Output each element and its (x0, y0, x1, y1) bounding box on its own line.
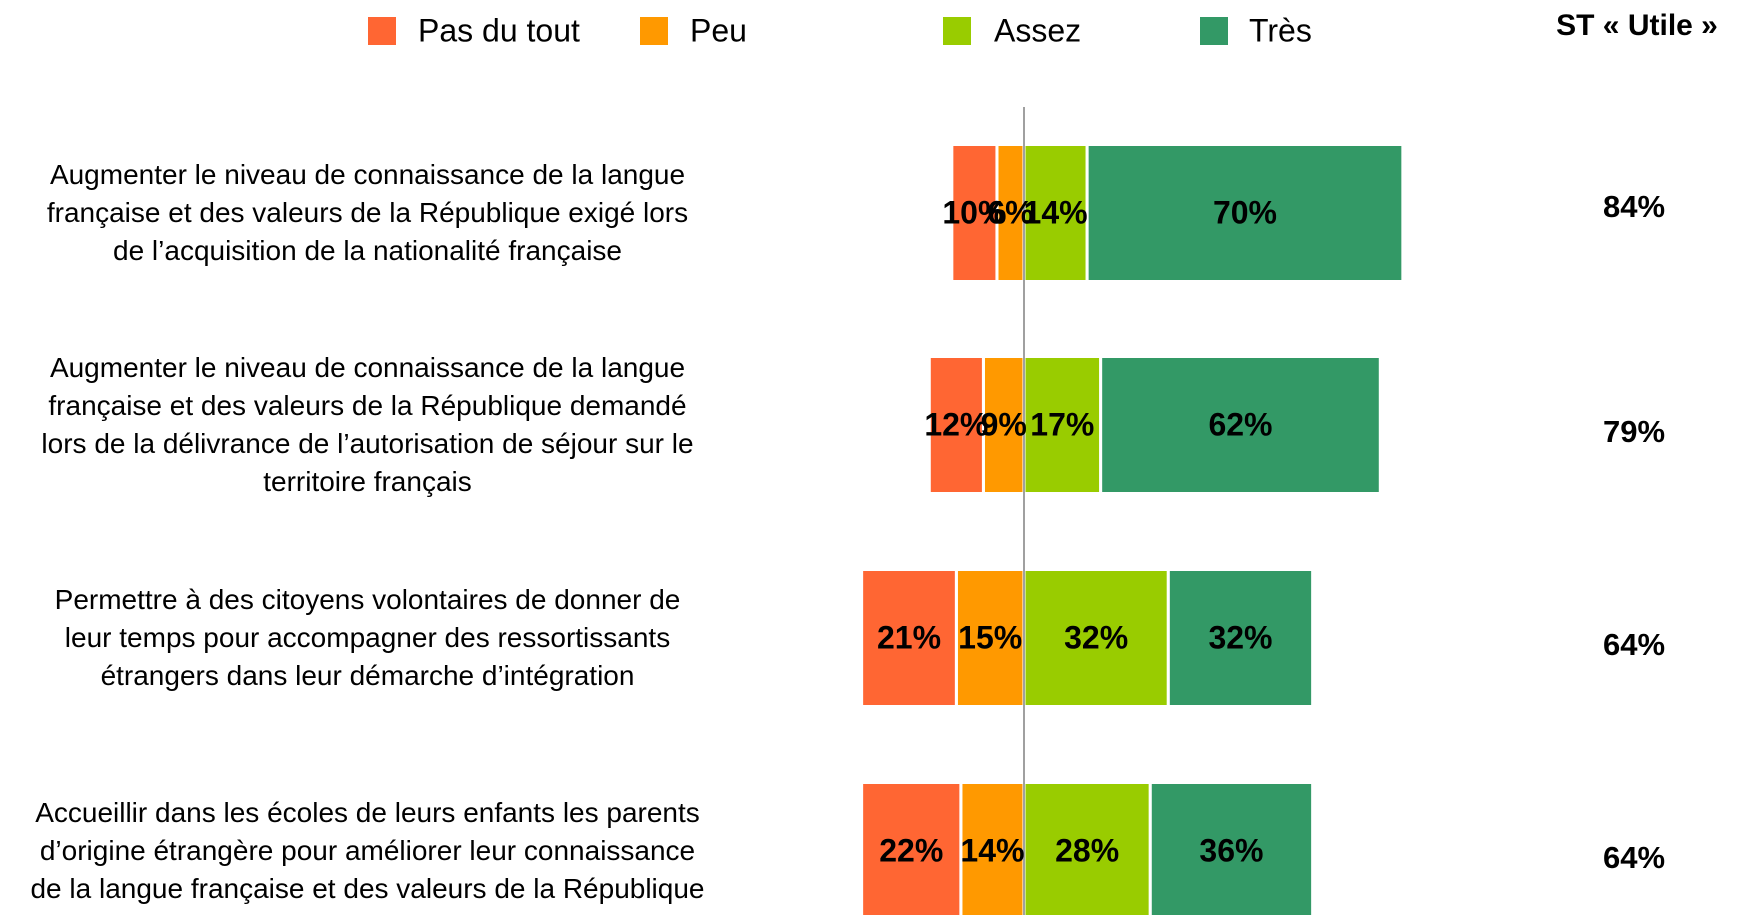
category-label: Accueillir dans les écoles de leurs enfa… (30, 797, 705, 904)
legend-label: Pas du tout (418, 12, 580, 48)
bar-segment (1022, 568, 1170, 708)
bar-segment (1022, 781, 1152, 915)
data-label: 15% (958, 619, 1022, 655)
total-label: 84% (1603, 189, 1665, 224)
data-label: 14% (1024, 194, 1088, 230)
bar-segment (927, 355, 985, 495)
data-label: 12% (924, 406, 988, 442)
category-label: Augmenter le niveau de connaissance de l… (41, 352, 694, 497)
data-label: 21% (877, 619, 941, 655)
legend-label: Très (1249, 12, 1312, 48)
category-label: Permettre à des citoyens volontaires de … (54, 584, 681, 691)
data-label: 70% (1213, 194, 1277, 230)
total-label: 64% (1603, 627, 1665, 662)
bar-segment (1099, 355, 1382, 495)
data-label: 9% (981, 406, 1027, 442)
bar-segment (860, 568, 958, 708)
bar-segment (959, 781, 1026, 915)
bar-segment (1022, 355, 1103, 495)
bar-segment (1148, 781, 1315, 915)
legend-swatch (1200, 17, 1228, 45)
data-label: 62% (1208, 406, 1272, 442)
bar-segment (1085, 143, 1405, 283)
legend-swatch (368, 17, 396, 45)
bar-segment (1166, 568, 1315, 708)
total-label: 79% (1603, 414, 1665, 449)
data-label: 14% (960, 832, 1024, 868)
bar-segment (950, 143, 999, 283)
total-label: 64% (1603, 840, 1665, 875)
data-label: 28% (1055, 832, 1119, 868)
legend-swatch (640, 17, 668, 45)
data-label: 32% (1064, 619, 1128, 655)
legend-label: Peu (690, 12, 747, 48)
data-label: 22% (879, 832, 943, 868)
data-label: 36% (1199, 832, 1263, 868)
totals-title: ST « Utile » (1556, 9, 1718, 42)
bar-segment (860, 781, 963, 915)
data-label: 17% (1030, 406, 1094, 442)
category-label: Augmenter le niveau de connaissance de l… (46, 159, 689, 266)
data-label: 32% (1208, 619, 1272, 655)
legend-swatch (943, 17, 971, 45)
data-label: 6% (987, 194, 1033, 230)
data-label: 10% (942, 194, 1006, 230)
legend-label: Assez (994, 12, 1081, 48)
